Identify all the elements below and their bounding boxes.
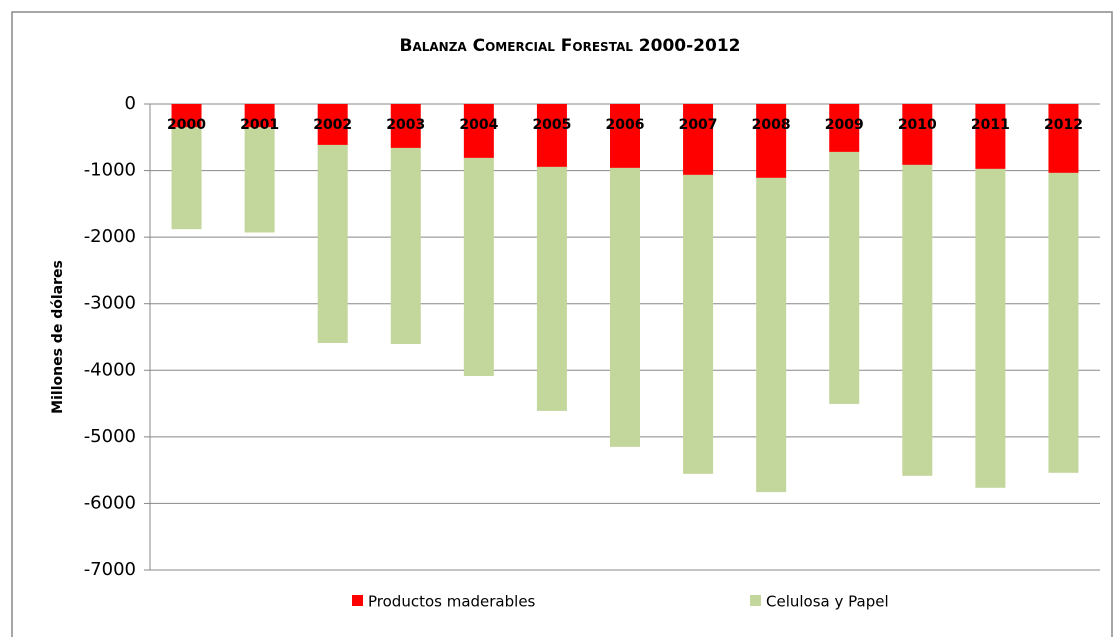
y-tick-label: -6000 — [84, 492, 136, 513]
x-tick-label: 2003 — [386, 117, 425, 133]
bar-segment — [683, 104, 714, 175]
x-tick-label: 2012 — [1044, 117, 1083, 133]
bar-segment — [975, 168, 1006, 488]
chart-title: Balanza Comercial Forestal 2000-2012 — [400, 36, 741, 56]
bar-segment — [536, 166, 567, 411]
bar-segment — [683, 174, 714, 474]
bar-segment — [902, 164, 933, 476]
bar-segment — [317, 144, 348, 343]
x-tick-label: 2009 — [825, 117, 864, 133]
bar-segment — [902, 104, 933, 165]
y-tick-label: -4000 — [84, 359, 136, 380]
y-tick-label: -1000 — [84, 160, 136, 181]
y-tick-label: 0 — [125, 93, 136, 114]
x-tick-label: 2002 — [313, 117, 352, 133]
y-tick-label: -2000 — [84, 226, 136, 247]
bar-segment — [317, 104, 348, 145]
bar-segment — [756, 177, 787, 493]
x-tick-label: 2008 — [752, 117, 791, 133]
x-tick-label: 2004 — [459, 117, 498, 133]
legend-label: Productos maderables — [368, 593, 536, 611]
bar-segment — [1048, 104, 1079, 173]
x-tick-label: 2005 — [532, 117, 571, 133]
y-tick-label: -3000 — [84, 293, 136, 314]
y-tick-label: -7000 — [84, 559, 136, 580]
x-tick-label: 2010 — [898, 117, 937, 133]
bar-segment — [610, 104, 640, 168]
bar-segment — [829, 151, 860, 404]
bar-segment — [536, 104, 567, 167]
legend-swatch — [352, 595, 363, 606]
bar-segment — [390, 104, 421, 148]
bar-segment — [756, 104, 787, 178]
bar-segment — [975, 104, 1006, 169]
x-tick-label: 2006 — [606, 117, 645, 133]
bar-segment — [610, 167, 640, 447]
x-tick-label: 2000 — [167, 117, 206, 133]
legend-label: Celulosa y Papel — [766, 593, 889, 611]
bar-segment — [829, 104, 860, 152]
x-tick-label: 2001 — [240, 117, 279, 133]
bar-segment — [244, 104, 275, 128]
bar-segment — [1048, 172, 1079, 473]
bar-segment — [463, 104, 494, 158]
legend-swatch — [750, 595, 761, 606]
bar-segment — [390, 147, 421, 344]
y-tick-label: -5000 — [84, 426, 136, 447]
bar-segment — [463, 157, 494, 376]
bar-segment — [244, 127, 275, 233]
y-axis-label: Millones de dólares — [50, 260, 66, 414]
x-tick-label: 2011 — [971, 117, 1010, 133]
bar-segment — [171, 104, 202, 128]
bar-segment — [171, 127, 202, 230]
x-tick-label: 2007 — [679, 117, 718, 133]
